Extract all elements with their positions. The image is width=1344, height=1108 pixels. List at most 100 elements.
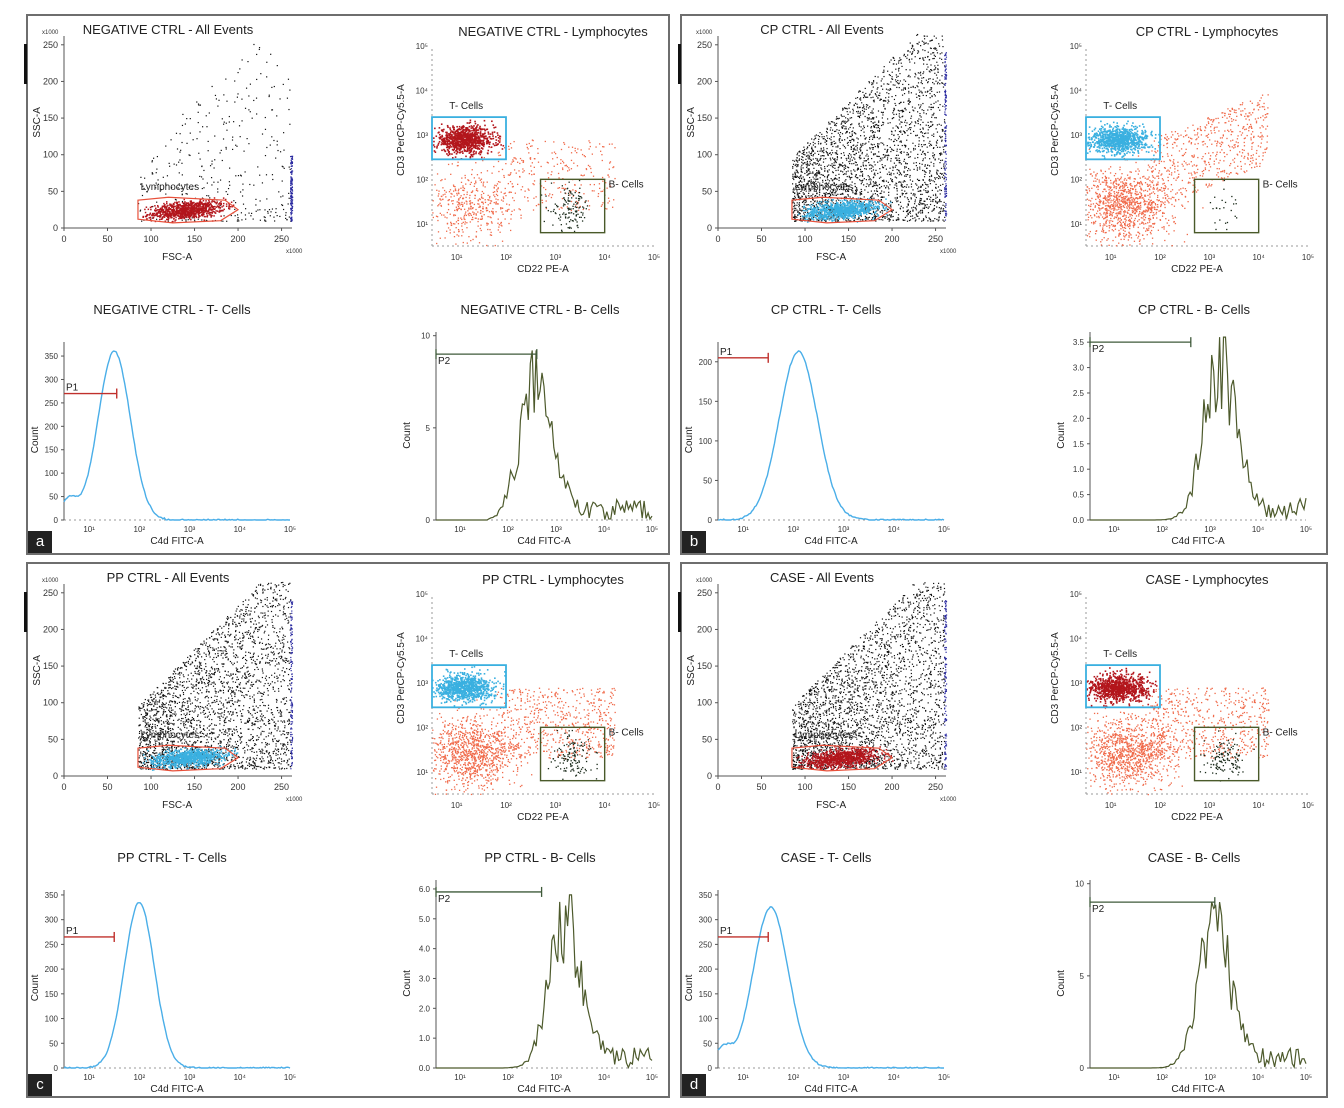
x-tick-label: 10³ — [184, 525, 196, 534]
event-dot — [268, 95, 270, 98]
edge-dot — [290, 187, 292, 189]
t-cell-dot — [469, 133, 471, 135]
event-dot — [815, 134, 817, 136]
event-dot — [608, 143, 611, 145]
t-cell-dot — [466, 149, 469, 151]
event-dot — [881, 190, 883, 192]
event-dot — [919, 112, 921, 115]
event-dot — [847, 190, 850, 192]
event-dot — [927, 121, 929, 123]
t-cell-dot — [466, 135, 469, 138]
event-dot — [901, 89, 903, 91]
event-dot — [895, 211, 897, 213]
event-dot — [273, 85, 275, 88]
event-dot — [939, 211, 941, 213]
event-dot — [239, 174, 242, 176]
event-dot — [506, 210, 508, 212]
lymphocyte-dot — [175, 211, 177, 214]
t-cell-dot — [479, 151, 481, 153]
edge-dot — [291, 212, 293, 214]
event-dot — [936, 52, 939, 54]
event-dot — [853, 157, 855, 159]
event-dot — [858, 217, 860, 220]
event-dot — [848, 132, 851, 134]
event-dot — [885, 88, 888, 90]
t-cell-dot — [484, 129, 486, 132]
event-dot — [827, 200, 829, 202]
event-dot — [907, 170, 909, 172]
event-dot — [866, 217, 868, 219]
event-dot — [278, 191, 280, 193]
y-tick-label: 10¹ — [416, 220, 428, 229]
event-dot — [874, 193, 876, 195]
event-dot — [217, 188, 219, 190]
event-dot — [861, 174, 863, 177]
event-dot — [928, 195, 930, 198]
event-dot — [830, 211, 832, 214]
event-dot — [931, 95, 933, 98]
event-dot — [914, 121, 916, 123]
lymphocyte-dot — [148, 214, 151, 216]
b-cell-dot — [563, 203, 565, 205]
event-dot — [877, 145, 879, 148]
lymphocyte-dot — [165, 209, 167, 212]
event-dot — [288, 108, 290, 111]
event-dot — [929, 158, 931, 160]
event-dot — [796, 154, 798, 156]
event-dot — [803, 151, 805, 154]
event-dot — [920, 116, 922, 118]
event-dot — [507, 145, 510, 148]
event-dot — [509, 173, 512, 175]
event-dot — [282, 83, 284, 86]
lymphocyte-dot — [205, 204, 207, 206]
t-cell-dot — [466, 150, 469, 152]
event-dot — [852, 150, 854, 153]
event-dot — [931, 155, 934, 157]
event-dot — [481, 215, 483, 217]
event-dot — [868, 117, 870, 119]
event-dot — [818, 172, 820, 175]
event-dot — [906, 57, 908, 59]
event-dot — [933, 54, 935, 56]
x-tick-label: 250 — [274, 234, 289, 244]
event-dot — [551, 171, 553, 173]
b-cell-dot — [567, 194, 570, 196]
x-axis-label: FSC-A — [162, 252, 192, 263]
event-dot — [929, 121, 932, 123]
event-dot — [476, 190, 479, 192]
event-dot — [891, 211, 893, 213]
event-dot — [490, 221, 493, 223]
event-dot — [793, 178, 795, 181]
event-dot — [530, 165, 532, 167]
event-dot — [215, 98, 218, 100]
event-dot — [943, 210, 945, 212]
event-dot — [882, 166, 884, 169]
event-dot — [887, 70, 889, 72]
event-dot — [437, 195, 439, 197]
t-cell-dot — [490, 138, 493, 140]
event-dot — [944, 205, 946, 207]
event-dot — [809, 171, 811, 173]
event-dot — [898, 218, 900, 220]
event-dot — [863, 196, 865, 198]
event-dot — [822, 147, 825, 149]
lymphocyte-dot — [192, 211, 195, 214]
event-dot — [448, 191, 451, 193]
event-dot — [458, 201, 460, 204]
event-dot — [903, 87, 905, 89]
event-dot — [801, 201, 804, 204]
event-dot — [926, 198, 928, 200]
event-dot — [890, 139, 892, 141]
event-dot — [824, 194, 826, 196]
event-dot — [475, 162, 477, 164]
event-dot — [829, 157, 831, 159]
event-dot — [821, 218, 823, 220]
event-dot — [802, 176, 804, 178]
event-dot — [901, 133, 903, 135]
event-dot — [468, 208, 470, 210]
lymphocyte-dot — [188, 217, 191, 220]
event-dot — [537, 161, 540, 163]
event-dot — [519, 176, 521, 178]
event-dot — [834, 177, 836, 179]
event-dot — [165, 193, 167, 195]
